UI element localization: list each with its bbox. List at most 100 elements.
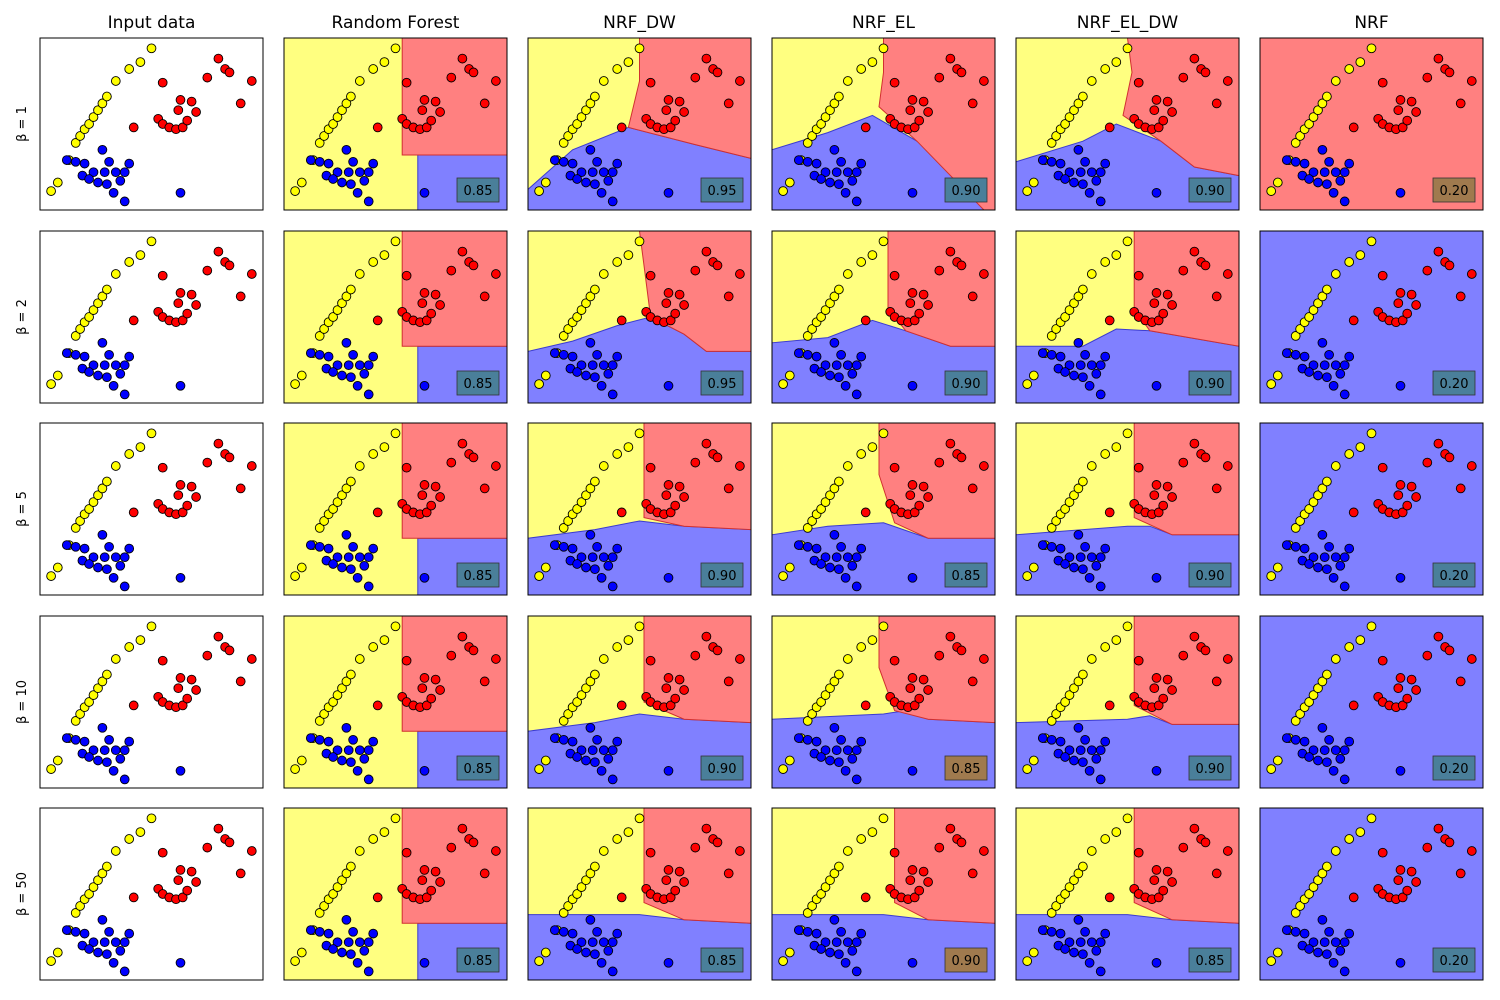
point-red — [956, 67, 967, 78]
point-blue — [607, 196, 618, 207]
point-yellow — [1308, 112, 1319, 122]
point-red — [1466, 654, 1477, 664]
point-blue — [581, 562, 591, 573]
panel: 0.90 — [1015, 422, 1240, 596]
point-red — [173, 490, 184, 501]
point-blue — [124, 736, 135, 747]
point-red — [1395, 673, 1406, 683]
point-blue — [1335, 753, 1346, 764]
point-red — [1189, 246, 1200, 257]
point-blue — [97, 722, 108, 733]
point-yellow — [75, 324, 85, 334]
point-yellow — [337, 490, 347, 501]
point-red — [1348, 315, 1359, 326]
point-blue — [354, 745, 365, 756]
point-red — [468, 260, 479, 271]
row-label: β = 2 — [15, 299, 30, 335]
point-yellow — [1272, 947, 1283, 958]
point-blue — [851, 937, 862, 948]
point-blue — [1319, 937, 1330, 948]
point-blue — [1095, 360, 1106, 371]
point-blue — [88, 167, 99, 178]
point-red — [1104, 892, 1115, 903]
point-blue — [328, 944, 338, 954]
point-blue — [1308, 937, 1319, 948]
point-red — [1158, 500, 1169, 511]
point-blue — [1304, 367, 1314, 377]
point-blue — [1322, 564, 1332, 575]
point-blue — [1064, 937, 1075, 948]
point-red — [1433, 823, 1444, 834]
point-blue — [1095, 774, 1106, 785]
point-yellow — [1051, 709, 1061, 719]
point-red — [889, 655, 900, 666]
score-label: 0.20 — [1440, 377, 1469, 392]
point-red — [419, 95, 430, 105]
point-red — [1455, 483, 1466, 494]
point-yellow — [102, 284, 112, 295]
point-yellow — [296, 947, 307, 958]
score-box — [1432, 755, 1476, 781]
point-blue — [348, 156, 358, 167]
point-yellow — [558, 138, 569, 148]
point-red — [435, 107, 445, 117]
point-blue — [1319, 167, 1330, 178]
point-blue — [558, 349, 569, 360]
point-blue — [61, 155, 72, 165]
point-blue — [1319, 360, 1330, 371]
point-yellow — [1069, 490, 1079, 501]
point-blue — [1281, 925, 1292, 935]
point-blue — [587, 552, 598, 563]
point-blue — [348, 349, 358, 360]
point-yellow — [1295, 709, 1305, 719]
point-yellow — [1266, 764, 1277, 774]
point-blue — [1308, 167, 1319, 178]
point-red — [712, 452, 723, 463]
panel-frame — [39, 230, 264, 404]
point-yellow — [314, 908, 325, 918]
point-blue — [1313, 370, 1323, 381]
point-yellow — [1022, 379, 1033, 389]
point-yellow — [75, 131, 85, 141]
point-red — [1433, 438, 1444, 449]
point-blue — [587, 745, 598, 756]
point-red — [1395, 480, 1406, 490]
point-blue — [1299, 351, 1310, 362]
point-blue — [359, 368, 370, 379]
point-red — [157, 270, 168, 281]
point-blue — [1151, 957, 1162, 968]
point-red — [157, 77, 168, 88]
point-red — [860, 122, 871, 133]
point-yellow — [778, 956, 788, 966]
point-blue — [549, 155, 560, 165]
point-yellow — [332, 882, 343, 892]
point-blue — [305, 348, 316, 358]
point-blue — [323, 928, 334, 939]
point-yellow — [88, 112, 99, 122]
point-blue — [607, 167, 618, 178]
point-red — [670, 308, 681, 319]
point-yellow — [1111, 250, 1122, 260]
point-yellow — [1344, 449, 1355, 459]
point-red — [918, 481, 929, 492]
point-red — [1151, 865, 1162, 875]
point-yellow — [1355, 827, 1366, 837]
point-red — [690, 650, 701, 661]
point-blue — [1075, 937, 1086, 948]
point-red — [945, 438, 956, 449]
point-yellow — [563, 324, 573, 334]
panel-frame — [771, 615, 996, 789]
point-blue — [581, 177, 591, 188]
point-red — [1133, 847, 1144, 858]
point-blue — [1091, 368, 1102, 379]
region-red — [1133, 807, 1240, 924]
point-blue — [108, 187, 119, 198]
score-box — [944, 755, 988, 781]
point-yellow — [1064, 112, 1075, 122]
point-red — [1422, 457, 1433, 468]
point-blue — [1078, 372, 1088, 383]
point-red — [665, 892, 676, 903]
point-blue — [590, 564, 600, 575]
point-red — [860, 892, 871, 903]
point-blue — [663, 572, 674, 583]
